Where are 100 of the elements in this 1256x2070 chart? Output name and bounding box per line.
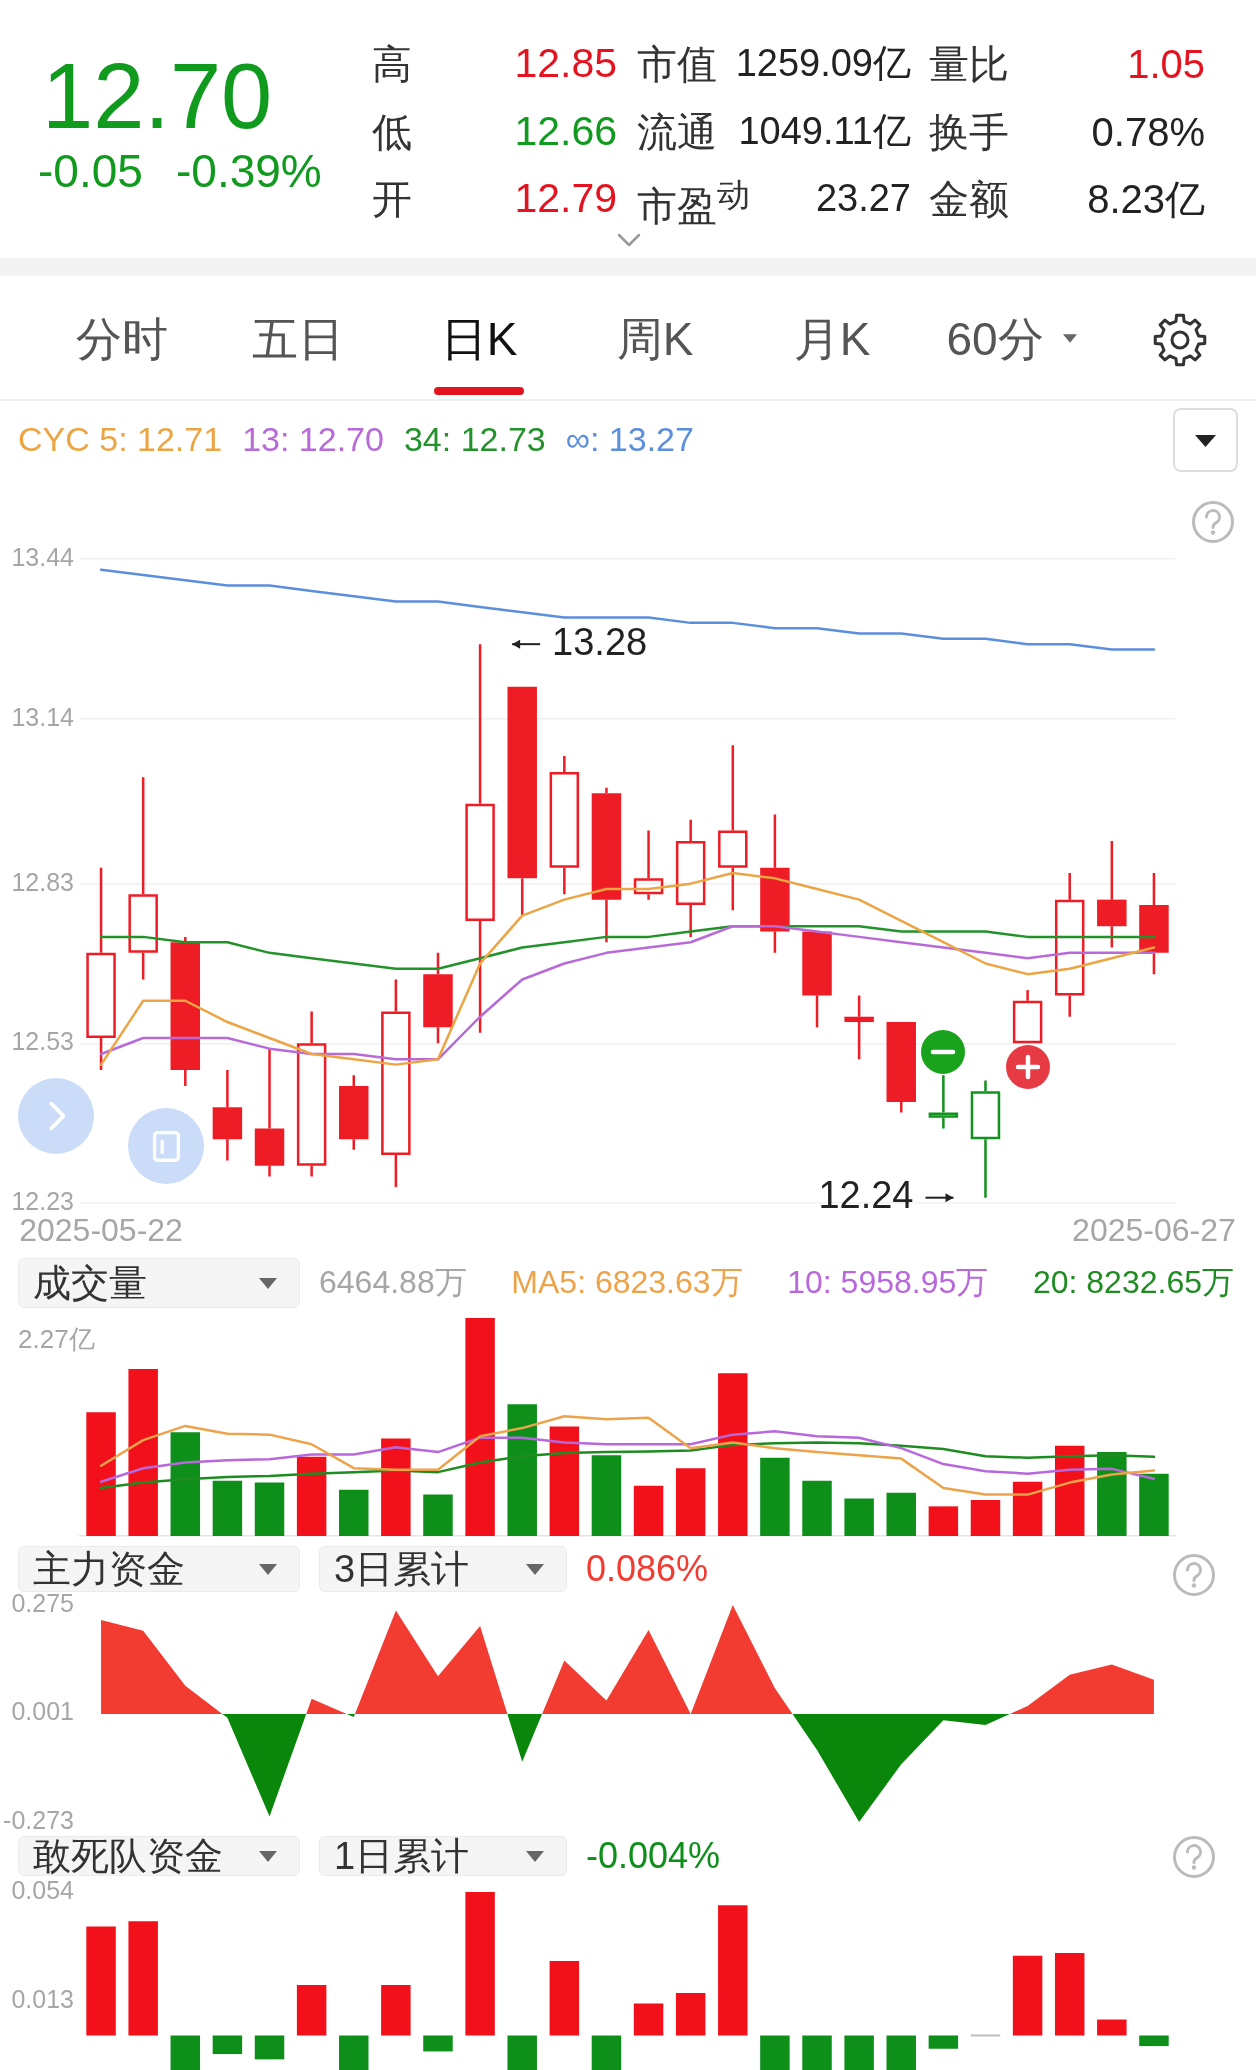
candlestick <box>1054 871 1085 1018</box>
text: CYC 5: 12.71 <box>18 419 223 459</box>
bar <box>212 1480 243 1536</box>
candlestick <box>507 686 537 917</box>
bar <box>718 1373 748 1536</box>
text: 0.086% <box>586 1548 709 1590</box>
bar <box>675 1468 706 1536</box>
bar <box>423 1494 453 1536</box>
y-tick-label: 0.001 <box>11 1697 74 1726</box>
text: 流通 <box>637 109 717 156</box>
bar <box>339 1489 369 1536</box>
candlestick <box>128 775 158 981</box>
select-field: 主力资金 <box>18 1546 300 1592</box>
bar <box>1054 1953 1085 2036</box>
y-tick-label: 12.83 <box>11 867 74 896</box>
text: ∞: 13.27 <box>565 419 694 459</box>
y-tick-label: 12.23 <box>11 1186 74 1215</box>
candlestick <box>802 931 832 1029</box>
bar <box>928 2035 959 2049</box>
candlestick <box>970 1079 1001 1199</box>
bar <box>1012 1481 1043 1536</box>
bar <box>465 1892 495 2036</box>
bar <box>718 1905 748 2036</box>
select-field: 成交量 <box>18 1258 300 1308</box>
candlestick <box>381 978 411 1189</box>
candlestick <box>591 786 622 944</box>
y-tick-label: 0.054 <box>11 1875 75 1904</box>
candlestick <box>170 935 201 1088</box>
text: 13: 12.70 <box>242 419 384 459</box>
chart-title: 成交量 <box>33 1262 147 1304</box>
bar <box>465 1318 495 1536</box>
bar <box>86 1412 116 1536</box>
bar <box>970 1500 1001 1536</box>
text: 20: 8232.65万 <box>1032 1263 1234 1302</box>
bar <box>170 1432 201 1536</box>
text: 市值 <box>637 41 717 88</box>
text: -0.004% <box>586 1835 721 1877</box>
bar <box>254 2035 285 2060</box>
bar <box>549 1426 580 1536</box>
text: 分时 <box>76 312 168 368</box>
candlestick <box>254 1047 285 1178</box>
text: 1.05 <box>1127 41 1205 88</box>
candlestick <box>928 1074 959 1130</box>
text: 金额 <box>929 176 1009 223</box>
bar <box>928 1506 959 1536</box>
text: 换手 <box>929 109 1009 156</box>
text: 低 <box>372 109 412 156</box>
y-tick-label: 13.44 <box>11 542 75 571</box>
bar <box>591 2035 622 2070</box>
chart-subtitle: 3日累计 <box>334 1548 470 1590</box>
select-field: 1日累计 <box>319 1836 567 1876</box>
select-field: 3日累计 <box>319 1546 567 1592</box>
text: 0.78% <box>1091 109 1205 156</box>
bar <box>633 2003 664 2036</box>
bar <box>1139 1473 1169 1536</box>
candlestick <box>423 951 453 1045</box>
text: 12.85 <box>514 39 617 89</box>
bar <box>86 1926 116 2036</box>
x-tick-label: 2025-05-22 <box>19 1212 183 1249</box>
bar <box>760 1457 790 1536</box>
candlestick <box>465 642 495 1034</box>
candlestick <box>549 754 580 896</box>
select-field: 敢死队资金 <box>18 1836 300 1876</box>
candlestick <box>1012 988 1043 1044</box>
bar <box>128 1369 158 1536</box>
annotation: 2.27亿 <box>18 1324 95 1356</box>
candlestick <box>1139 871 1169 976</box>
candlestick <box>718 744 748 912</box>
bar <box>633 1485 664 1536</box>
text: 量比 <box>929 41 1009 88</box>
bar <box>254 1482 285 1536</box>
text: 月K <box>793 312 871 368</box>
bar <box>886 2035 916 2070</box>
text: 1049.11亿 <box>738 109 911 155</box>
bar <box>886 1492 916 1536</box>
candlestick <box>1097 839 1127 949</box>
text: 五日 <box>252 312 344 368</box>
text: 8.23亿 <box>1087 176 1205 223</box>
annotation: 12.24 <box>818 1174 914 1217</box>
candlestick <box>339 1074 369 1152</box>
text: 6464.88万 <box>319 1263 467 1302</box>
candlestick <box>86 866 116 1072</box>
text: 开 <box>372 176 412 223</box>
bar <box>507 2035 537 2070</box>
text: 日K <box>440 312 518 368</box>
bar <box>170 2035 201 2070</box>
y-tick-label: 0.013 <box>11 1984 74 2013</box>
bar <box>549 1961 580 2036</box>
bar <box>844 1498 874 1536</box>
bar <box>339 2035 369 2070</box>
text: 60分 <box>946 312 1044 368</box>
bar <box>591 1455 622 1536</box>
text: 34: 12.73 <box>403 419 546 459</box>
text: 12.79 <box>514 174 617 224</box>
bar <box>381 1438 411 1536</box>
bar <box>381 1984 411 2036</box>
y-tick-label: 12.53 <box>11 1027 74 1056</box>
candlestick <box>844 994 874 1061</box>
bar <box>296 1456 327 1536</box>
annotation: 13.28 <box>552 620 648 663</box>
